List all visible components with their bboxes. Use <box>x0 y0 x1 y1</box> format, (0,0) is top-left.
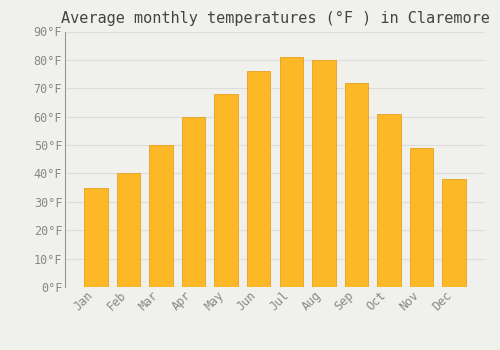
Bar <box>214 94 238 287</box>
Bar <box>442 179 466 287</box>
Bar <box>116 174 140 287</box>
Bar <box>280 57 303 287</box>
Bar <box>182 117 206 287</box>
Bar <box>149 145 172 287</box>
Bar <box>84 188 108 287</box>
Bar <box>410 148 434 287</box>
Title: Average monthly temperatures (°F ) in Claremore: Average monthly temperatures (°F ) in Cl… <box>60 11 490 26</box>
Bar <box>344 83 368 287</box>
Bar <box>312 60 336 287</box>
Bar <box>378 114 401 287</box>
Bar <box>247 71 270 287</box>
